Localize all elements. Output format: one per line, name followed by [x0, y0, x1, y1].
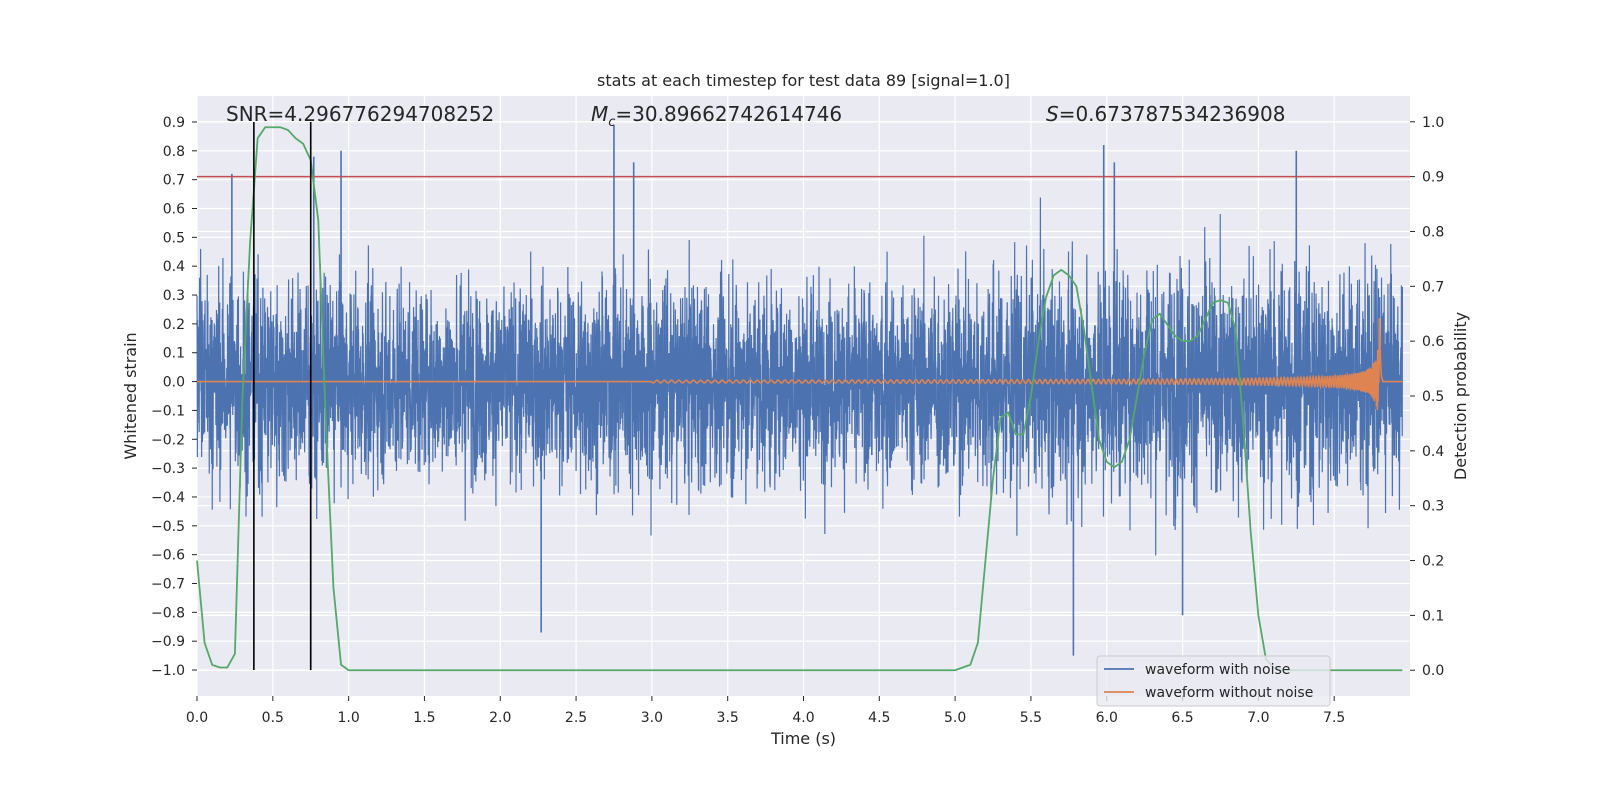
y2-tick-label: 0.9 — [1422, 170, 1444, 186]
y-tick-label: −0.9 — [151, 634, 185, 650]
y2-tick-label: 0.0 — [1422, 663, 1444, 679]
chirp-mass-subscript: c — [608, 115, 615, 130]
y2-axis-label: Detection probability — [1451, 312, 1470, 480]
clean-waveform-line — [197, 318, 1403, 411]
y2-tick-label: 0.5 — [1422, 389, 1444, 405]
y-tick-label: −0.7 — [151, 577, 185, 593]
y2-tick-label: 0.1 — [1422, 608, 1444, 624]
s-symbol: S — [1046, 102, 1059, 126]
y-tick-label: −1.0 — [151, 663, 185, 679]
y-tick-label: −0.4 — [151, 490, 185, 506]
y-tick-label: −0.8 — [151, 605, 185, 621]
series-layer — [196, 121, 1410, 672]
s-annotation: S=0.673787534236908 — [1046, 102, 1285, 126]
y2-tick-label: 0.7 — [1422, 279, 1444, 295]
axes: 0.0 0.5 1.0 1.5 2.0 2.5 3.0 3.5 4.0 4.5 5.0 5.5 6.0 6… — [151, 115, 1444, 726]
y-tick-label: −0.2 — [151, 432, 185, 448]
y-tick-label: 0.1 — [163, 346, 185, 362]
y-tick-label: 0.2 — [163, 317, 185, 333]
x-tick-label: 3.5 — [717, 710, 739, 726]
y-tick-label: 0.5 — [163, 230, 185, 246]
y2-tick-label: 1.0 — [1422, 115, 1444, 131]
x-tick-label: 5.0 — [944, 710, 966, 726]
y-tick-label: −0.6 — [151, 548, 185, 564]
legend-label-noisy: waveform with noise — [1145, 662, 1290, 678]
x-tick-label: 1.0 — [337, 710, 359, 726]
chart-title: stats at each timestep for test data 89 … — [597, 71, 1010, 90]
y-tick-label: −0.5 — [151, 519, 185, 535]
y-tick-label: 0.4 — [163, 259, 185, 275]
x-tick-label: 0.0 — [186, 710, 208, 726]
x-tick-label: 6.0 — [1096, 710, 1118, 726]
chirp-mass-value: =30.89662742614746 — [615, 102, 842, 126]
snr-annotation: SNR=4.296776294708252 — [226, 102, 494, 126]
y-tick-label: 0.9 — [163, 115, 185, 131]
y-tick-label: −0.1 — [151, 403, 185, 419]
chirp-mass-annotation: Mc=30.89662742614746 — [591, 102, 842, 130]
y-tick-label: 0.8 — [163, 144, 185, 160]
legend: waveform with noise waveform without noi… — [1096, 655, 1331, 707]
y2-tick-label: 0.4 — [1422, 444, 1444, 460]
y-tick-label: 0.6 — [163, 202, 185, 218]
y-tick-label: 0.7 — [163, 173, 185, 189]
x-axis-label: Time (s) — [770, 729, 836, 748]
y2-tick-label: 0.6 — [1422, 334, 1444, 350]
y2-tick-label: 0.2 — [1422, 554, 1444, 570]
y2-tick-label: 0.8 — [1422, 224, 1444, 240]
y-axis-label: Whitened strain — [121, 332, 140, 459]
x-tick-label: 2.0 — [489, 710, 511, 726]
x-tick-label: 7.5 — [1323, 710, 1345, 726]
y-tick-label: 0.3 — [163, 288, 185, 304]
chirp-mass-symbol: M — [591, 102, 608, 126]
x-tick-label: 4.5 — [868, 710, 890, 726]
s-value: =0.673787534236908 — [1059, 102, 1286, 126]
legend-label-clean: waveform without noise — [1145, 685, 1313, 701]
x-tick-label: 5.5 — [1020, 710, 1042, 726]
x-tick-label: 3.0 — [641, 710, 663, 726]
x-tick-label: 1.5 — [413, 710, 435, 726]
x-tick-label: 6.5 — [1171, 710, 1193, 726]
legend-box — [1096, 655, 1331, 707]
y-tick-label: −0.3 — [151, 461, 185, 477]
x-tick-label: 4.0 — [792, 710, 814, 726]
y-tick-label: 0.0 — [163, 375, 185, 391]
x-tick-label: 2.5 — [565, 710, 587, 726]
x-tick-label: 7.0 — [1247, 710, 1269, 726]
noisy-waveform-line — [196, 197, 1404, 556]
y2-tick-label: 0.3 — [1422, 499, 1444, 515]
x-tick-label: 0.5 — [262, 710, 284, 726]
